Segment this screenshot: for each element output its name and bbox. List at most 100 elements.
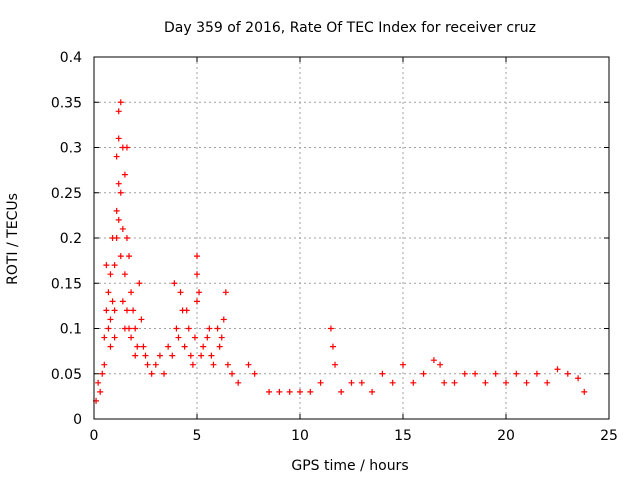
data-point [210, 361, 217, 368]
data-point [187, 352, 194, 359]
data-point [523, 379, 530, 386]
data-point [97, 388, 104, 395]
data-point [338, 388, 345, 395]
data-point [430, 357, 437, 364]
data-point [123, 144, 130, 151]
data-point [128, 289, 135, 296]
data-point [196, 289, 203, 296]
data-point [109, 298, 116, 305]
y-tick-label: 0.3 [60, 141, 82, 157]
data-point [103, 307, 110, 314]
data-point [513, 370, 520, 377]
data-point [198, 352, 205, 359]
data-point [117, 99, 124, 106]
data-point [389, 379, 396, 386]
data-point [107, 271, 114, 278]
data-point [183, 307, 190, 314]
data-point [126, 325, 133, 332]
data-point [177, 289, 184, 296]
data-point [194, 271, 200, 278]
data-point [105, 289, 112, 296]
data-point [130, 307, 137, 314]
data-point [229, 370, 236, 377]
data-point [113, 207, 120, 214]
data-point [189, 361, 196, 368]
data-point [128, 334, 135, 341]
data-point [169, 352, 176, 359]
data-point [115, 108, 122, 115]
data-point [194, 253, 200, 260]
data-point [286, 388, 293, 395]
data-point [126, 253, 133, 260]
data-point [132, 325, 139, 332]
data-point [492, 370, 499, 377]
data-point [123, 235, 130, 241]
data-point [121, 171, 128, 178]
data-point [222, 289, 229, 296]
data-point [348, 379, 355, 386]
data-point [194, 298, 200, 305]
data-point [101, 361, 108, 368]
data-point [165, 343, 172, 350]
data-point [332, 361, 339, 368]
data-point [123, 307, 130, 314]
data-point [138, 316, 145, 323]
y-axis-ticks: 0 0.05 0.1 0.15 0.2 0.25 0.3 0.35 0.4 [51, 50, 609, 428]
data-point [564, 370, 571, 377]
data-point [245, 361, 252, 368]
data-point [156, 352, 163, 359]
data-point [148, 370, 155, 377]
data-point [472, 370, 479, 377]
data-point [216, 343, 223, 350]
data-point [173, 325, 180, 332]
data-point [218, 334, 225, 341]
x-tick-label: 10 [291, 428, 309, 444]
chart-title: Day 359 of 2016, Rate Of TEC Index for r… [164, 20, 536, 36]
data-point [420, 370, 427, 377]
data-point [235, 379, 242, 386]
y-axis-label: ROTI / TECUs [5, 193, 21, 285]
grid [94, 57, 609, 419]
data-point [103, 262, 110, 269]
data-point [111, 307, 118, 314]
data-point [379, 370, 386, 377]
data-point [204, 334, 211, 341]
data-point [121, 271, 128, 278]
x-tick-label: 20 [497, 428, 515, 444]
data-point [554, 366, 561, 373]
x-axis-label: GPS time / hours [291, 458, 408, 474]
x-tick-label: 15 [394, 428, 412, 444]
data-point [191, 334, 198, 341]
data-point [115, 180, 122, 187]
data-point [115, 216, 122, 223]
data-point [101, 334, 108, 341]
y-tick-label: 0.1 [60, 322, 82, 338]
data-point [136, 280, 143, 287]
data-point [581, 388, 588, 395]
x-tick-label: 0 [90, 428, 99, 444]
data-point [140, 343, 147, 350]
data-point [451, 379, 458, 386]
data-point [410, 379, 417, 386]
data-point [200, 343, 207, 350]
data-point [171, 280, 178, 287]
y-tick-label: 0.25 [51, 186, 82, 202]
data-point [95, 379, 102, 386]
data-point [400, 361, 406, 368]
data-point [327, 325, 334, 332]
data-point [152, 361, 159, 368]
data-point [107, 343, 114, 350]
data-point [214, 325, 221, 332]
data-point [220, 316, 227, 323]
data-point [266, 388, 273, 395]
data-point [224, 361, 231, 368]
data-point [575, 375, 582, 382]
data-point [175, 334, 182, 341]
data-point [105, 325, 112, 332]
y-tick-label: 0.05 [51, 367, 82, 383]
data-point [441, 379, 448, 386]
data-point [113, 235, 120, 241]
data-point [117, 189, 124, 196]
data-point [119, 298, 126, 305]
